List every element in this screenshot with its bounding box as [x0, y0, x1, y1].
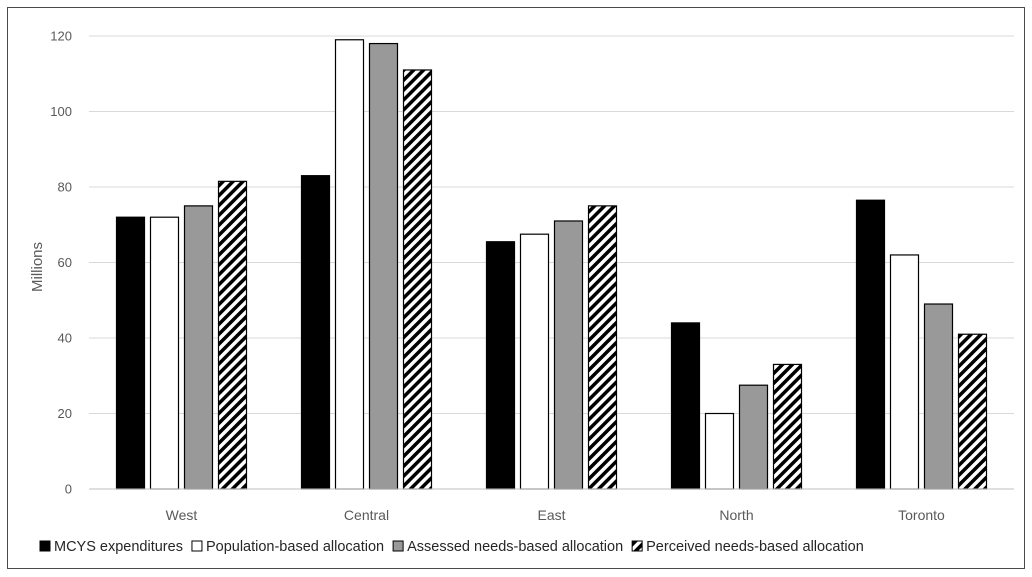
- bar-north-series-2: [704, 412, 735, 490]
- y-tick-label: 20: [58, 406, 72, 421]
- x-category-label: Central: [344, 507, 389, 523]
- bar-east-series-4: [587, 205, 618, 490]
- bar-west-series-2: [149, 216, 180, 490]
- bar-north-series-1: [670, 322, 701, 490]
- y-tick-label: 80: [58, 180, 72, 195]
- y-axis-label: Millions: [29, 242, 46, 292]
- bar-west-series-4: [217, 180, 248, 490]
- x-axis: West Central East North Toronto: [89, 488, 1014, 523]
- bar-toronto-series-4: [957, 333, 988, 490]
- x-category-label: West: [166, 507, 198, 523]
- y-axis-ticks: 0 20 40 60 80 100 120: [50, 29, 72, 497]
- bar-chart: 0 20 40 60 80 100 120 West Central East North Toro…: [29, 29, 1014, 555]
- legend-label: Perceived needs-based allocation: [646, 539, 864, 555]
- chart-frame: 0 20 40 60 80 100 120 West Central East North Toro…: [7, 7, 1025, 569]
- bar-north-series-4: [772, 363, 803, 490]
- bar-west-series-3: [183, 205, 214, 490]
- legend-swatch: [631, 540, 643, 552]
- bar-toronto-series-3: [923, 303, 954, 490]
- y-tick-label: 100: [50, 104, 72, 119]
- bar-toronto-series-1: [855, 199, 886, 490]
- bar-east-series-2: [519, 233, 550, 490]
- bar-central-series-4: [402, 69, 433, 490]
- legend: MCYS expenditures Population-based alloca…: [39, 539, 864, 555]
- legend-label: Assessed needs-based allocation: [407, 539, 623, 555]
- x-category-label: East: [537, 507, 565, 523]
- y-tick-label: 40: [58, 331, 72, 346]
- bar-toronto-series-2: [889, 254, 920, 490]
- bar-east-series-1: [485, 241, 516, 490]
- bar-central-series-3: [368, 42, 399, 490]
- legend-swatch: [191, 540, 203, 552]
- x-category-label: North: [719, 507, 753, 523]
- bar-central-series-2: [334, 39, 365, 490]
- bar-north-series-3: [738, 384, 769, 490]
- y-tick-label: 60: [58, 255, 72, 270]
- bar-east-series-3: [553, 220, 584, 490]
- y-tick-label: 0: [65, 482, 72, 497]
- legend-swatch: [392, 540, 404, 552]
- legend-swatch: [39, 540, 51, 552]
- bars: [115, 39, 988, 490]
- y-tick-label: 120: [50, 29, 72, 44]
- bar-west-series-1: [115, 216, 146, 490]
- legend-label: Population-based allocation: [206, 539, 384, 555]
- legend-label: MCYS expenditures: [54, 539, 183, 555]
- x-category-label: Toronto: [898, 507, 945, 523]
- bar-central-series-1: [300, 175, 331, 490]
